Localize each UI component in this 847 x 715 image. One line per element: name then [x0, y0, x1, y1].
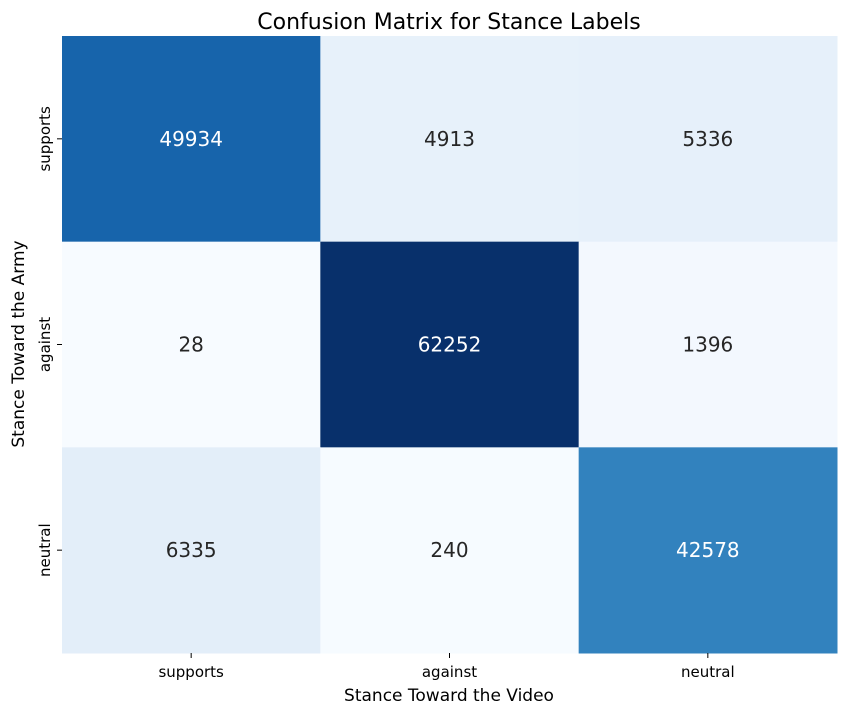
y-axis-ticks: supports against neutral: [36, 106, 62, 577]
heatmap-cell-labels: 49934 4913 5336 28 62252 1396 6335 240 42578: [159, 127, 739, 562]
cell-value-label: 5336: [682, 127, 733, 151]
y-tick-label: supports: [36, 106, 54, 172]
x-tick-label: neutral: [681, 663, 735, 681]
x-tick-label: against: [422, 663, 477, 681]
y-tick-label: against: [36, 317, 54, 372]
chart-title: Confusion Matrix for Stance Labels: [257, 10, 640, 35]
x-tick-label: supports: [158, 663, 224, 681]
cell-value-label: 6335: [166, 538, 217, 562]
heatmap-cells: [62, 36, 838, 654]
y-axis-label: Stance Toward the Army: [9, 240, 29, 447]
heatmap-cell-supports-neutral: [578, 36, 838, 243]
heatmap-cell-neutral-supports: [62, 447, 321, 654]
heatmap-cell-neutral-against: [320, 447, 580, 654]
heatmap-cell-against-supports: [62, 241, 321, 448]
heatmap-cell-neutral-neutral: [578, 447, 838, 654]
x-axis-ticks: supports against neutral: [158, 653, 735, 681]
cell-value-label: 240: [430, 538, 468, 562]
cell-value-label: 49934: [159, 127, 223, 151]
cell-value-label: 42578: [676, 538, 740, 562]
heatmap-cell-against-neutral: [578, 241, 838, 448]
cell-value-label: 62252: [418, 333, 482, 357]
heatmap-cell-supports-supports: [62, 36, 321, 243]
cell-value-label: 4913: [424, 127, 475, 151]
cell-value-label: 28: [178, 333, 203, 357]
heatmap-cell-against-against: [320, 241, 580, 448]
x-axis-label: Stance Toward the Video: [344, 686, 554, 706]
cell-value-label: 1396: [682, 333, 733, 357]
y-tick-label: neutral: [36, 523, 54, 577]
heatmap-cell-supports-against: [320, 36, 580, 243]
